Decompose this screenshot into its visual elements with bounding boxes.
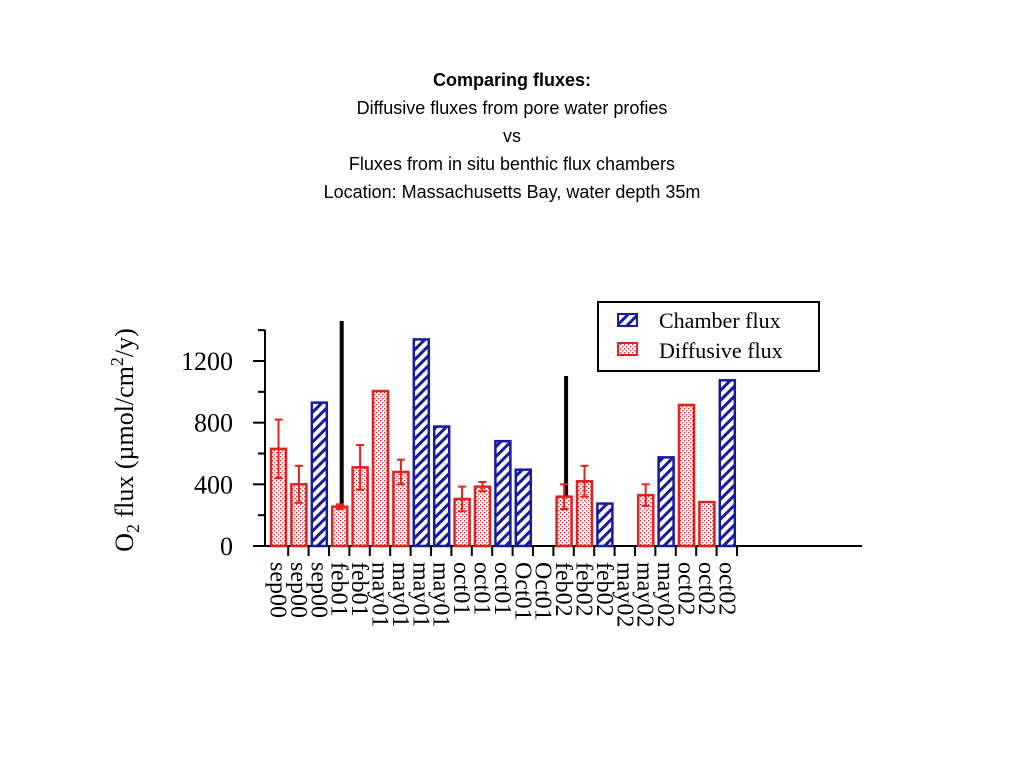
error-bar-6 <box>396 458 405 486</box>
error-bar-1 <box>294 464 303 504</box>
y-axis-label-sup: 2 <box>107 357 127 366</box>
error-bar-18 <box>641 483 650 507</box>
bar-diffusive-5 <box>371 389 390 548</box>
x-tick-label-11: oct01 <box>489 562 515 615</box>
error-bar-4 <box>356 444 365 491</box>
x-tick-label-8: may01 <box>428 562 454 627</box>
bar-chamber-8 <box>432 425 451 548</box>
x-tick-label-10: oct01 <box>469 562 495 615</box>
x-tick-label-6: may01 <box>387 562 413 627</box>
x-tick-label-16: feb02 <box>591 562 617 617</box>
y-axis-label-sub: 2 <box>123 524 143 533</box>
x-tick-label-18: may02 <box>632 562 658 627</box>
chart-subtitle-line-4: Location: Massachusetts Bay, water depth… <box>323 182 701 202</box>
x-tick-label-7: may01 <box>407 562 433 627</box>
x-tick-label-12: Oct01 <box>509 562 535 621</box>
legend-label-chamber: Chamber flux <box>659 308 781 333</box>
chart-title: Comparing fluxes: <box>432 70 592 90</box>
y-tick-label-3: 1200 <box>181 347 233 376</box>
bar-chamber-12 <box>514 468 533 548</box>
chart-subtitle-line-2: vs <box>503 126 521 146</box>
bar-chamber-7 <box>412 338 431 548</box>
x-tick-label-20: oct02 <box>673 562 699 615</box>
y-tick-label-0: 0 <box>220 532 233 561</box>
x-tick-label-5: may01 <box>367 562 393 627</box>
chart-subtitle-line-3: Fluxes from in situ benthic flux chamber… <box>348 154 676 174</box>
error-bar-9 <box>458 485 467 513</box>
bar-chamber-2 <box>310 401 329 548</box>
bar-chamber-19 <box>657 456 675 548</box>
y-tick-labels: 0 400 800 1200 <box>181 347 233 561</box>
legend-label-diffusive: Diffusive flux <box>659 338 783 363</box>
error-bar-10 <box>478 481 487 493</box>
error-bar-14 <box>560 483 569 510</box>
legend: Chamber flux Diffusive flux <box>597 301 820 372</box>
error-bars <box>274 418 650 513</box>
error-bar-0 <box>274 418 283 480</box>
x-tick-label-22: oct02 <box>713 562 739 615</box>
y-axis-label: O2 flux (µmol/cm2/y) <box>107 328 143 552</box>
x-tick-label-0: sep00 <box>265 562 291 618</box>
error-bar-15 <box>580 464 589 498</box>
x-tick-label-9: oct01 <box>448 562 474 615</box>
x-tick-labels: sep00sep00sep00feb01feb01may01may01may01… <box>265 562 740 627</box>
chart-titles: Comparing fluxes: Diffusive fluxes from … <box>0 66 1024 206</box>
x-tick-label-21: oct02 <box>693 562 719 615</box>
x-tick-label-17: may02 <box>611 562 637 627</box>
x-tick-label-13: Oct01 <box>530 562 556 621</box>
x-tick-label-1: sep00 <box>285 562 311 618</box>
bar-diffusive-10 <box>473 485 492 548</box>
bar-diffusive-20 <box>677 403 696 548</box>
x-tick-label-3: feb01 <box>326 562 352 617</box>
y-axis-label-mid: flux (µmol/cm <box>110 366 139 524</box>
bar-chamber-16 <box>596 502 614 548</box>
y-tick-label-2: 800 <box>194 409 233 438</box>
legend-swatch-diffusive <box>617 342 638 356</box>
bar-chamber-11 <box>494 439 512 548</box>
bar-chamber-22 <box>718 379 737 548</box>
x-tick-label-2: sep00 <box>305 562 331 618</box>
legend-swatch-chamber <box>617 313 638 327</box>
bars <box>269 338 737 548</box>
y-axis-label-o: O <box>110 533 139 552</box>
x-tick-label-15: feb02 <box>571 562 597 617</box>
x-tick-label-19: may02 <box>652 562 678 627</box>
y-tick-label-1: 400 <box>194 470 233 499</box>
bar-diffusive-3 <box>330 505 349 548</box>
y-axis-label-post: /y) <box>110 328 139 357</box>
chart-subtitle-line-1: Diffusive fluxes from pore water profies <box>356 98 668 118</box>
x-tick-label-14: feb02 <box>550 562 576 617</box>
x-tick-label-4: feb01 <box>346 562 372 617</box>
bar-diffusive-21 <box>698 500 716 548</box>
error-bar-3 <box>335 503 344 510</box>
